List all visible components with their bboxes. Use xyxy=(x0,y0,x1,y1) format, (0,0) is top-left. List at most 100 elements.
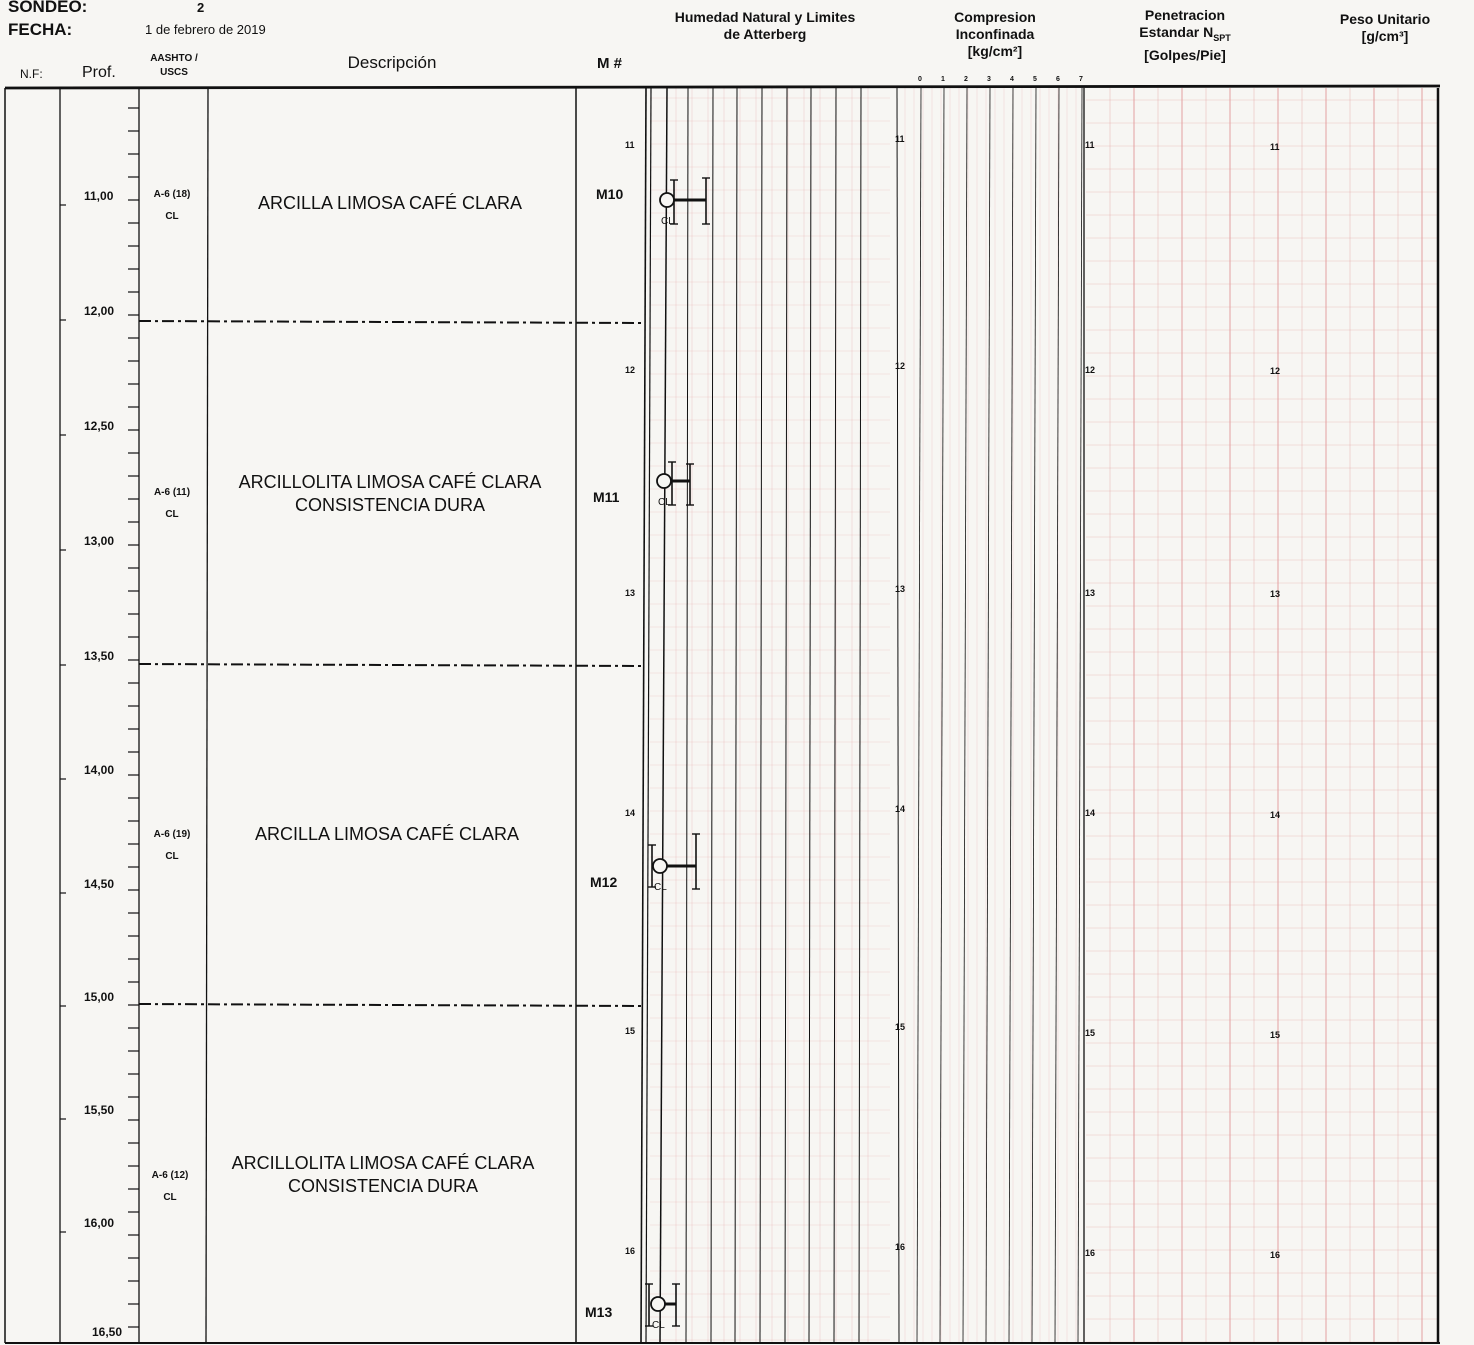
stratum-boundary xyxy=(138,663,643,667)
aashto-class: A-6 (19) xyxy=(153,829,191,840)
graph-depth-tick: 12 xyxy=(625,365,636,375)
depth-label: 16,50 xyxy=(92,1325,123,1339)
stratum-boundary xyxy=(138,1003,643,1007)
column-divider xyxy=(640,87,647,1344)
humedad-header-line1: Humedad Natural y Limites xyxy=(674,9,856,25)
compresion-scale-label: 6 xyxy=(1056,76,1060,83)
compresion-header-line2: Inconfinada xyxy=(955,26,1035,42)
sondeo-label: SONDEO: xyxy=(8,0,88,16)
sondeo-value: 2 xyxy=(197,0,205,15)
fecha-value: 1 de febrero de 2019 xyxy=(145,22,266,37)
graph-depth-tick: 16 xyxy=(895,1242,906,1252)
compresion-header-line1: Compresion xyxy=(954,9,1036,25)
depth-label: 16,00 xyxy=(84,1216,115,1230)
compresion-scale-label: 4 xyxy=(1010,76,1014,83)
graph-depth-tick: 11 xyxy=(625,140,635,150)
description-line: ARCILLA LIMOSA CAFÉ CLARA xyxy=(257,193,523,213)
aashto-class: A-6 (11) xyxy=(153,487,191,498)
compresion-scale-line xyxy=(985,87,991,1344)
graph-depth-tick: 13 xyxy=(1085,588,1096,598)
graph-depth-tick: 14 xyxy=(1085,808,1096,818)
moisture-point xyxy=(652,858,668,874)
uscs-class: CL xyxy=(163,1192,177,1203)
humedad-header-line2: de Atterberg xyxy=(723,26,807,42)
stratum-description: ARCILLOLITA LIMOSA CAFÉ CLARA CONSISTENC… xyxy=(203,1152,563,1198)
atterberg-class-label: CL xyxy=(658,497,671,508)
graph-depth-tick: 16 xyxy=(625,1246,636,1256)
humedad-scale-line xyxy=(784,87,788,1344)
graph-depth-tick: 14 xyxy=(895,804,906,814)
moisture-point xyxy=(659,192,675,208)
compresion-header-line3: [kg/cm²] xyxy=(967,43,1023,59)
sample-id: M13 xyxy=(585,1304,613,1320)
description-line: CONSISTENCIA DURA xyxy=(287,1176,479,1196)
graph-depth-tick: 13 xyxy=(1270,589,1281,599)
description-line: ARCILLA LIMOSA CAFÉ CLARA xyxy=(254,824,520,844)
description-line: CONSISTENCIA DURA xyxy=(294,495,486,515)
penetracion-header-n: Estandar N xyxy=(1139,24,1214,40)
compresion-scale-label: 5 xyxy=(1033,76,1037,83)
humedad-scale-line xyxy=(833,87,837,1344)
stratum-classification: A-6 (19) CL xyxy=(142,824,202,868)
log-top-border xyxy=(4,84,1441,90)
humedad-header: Humedad Natural y Limites de Atterberg xyxy=(645,9,885,43)
graph-depth-tick: 14 xyxy=(625,808,636,818)
depth-label: 12,50 xyxy=(84,419,115,433)
humedad-scale-line xyxy=(734,87,738,1344)
compresion-scale-label: 3 xyxy=(987,76,991,83)
atterberg-class-label: CL xyxy=(652,1320,665,1331)
depth-label: 13,50 xyxy=(84,649,115,663)
compresion-scale-line xyxy=(1008,87,1014,1344)
aashto-uscs-header: AASHTO / USCS xyxy=(142,52,206,80)
sample-id: M12 xyxy=(590,874,618,890)
peso-header-line2: [g/cm³] xyxy=(1361,28,1409,44)
stratum-classification: A-6 (11) CL xyxy=(142,482,202,526)
compresion-scale-line xyxy=(1031,87,1037,1344)
column-divider xyxy=(896,87,900,1344)
aashto-class: A-6 (18) xyxy=(153,189,191,200)
graph-depth-tick: 11 xyxy=(1085,140,1095,150)
graph-depth-tick: 16 xyxy=(1270,1250,1281,1260)
depth-label: 14,00 xyxy=(84,763,115,777)
graph-depth-tick: 12 xyxy=(1270,366,1281,376)
depth-label: 12,00 xyxy=(84,304,115,318)
penetracion-header: Penetracion Estandar NSPT [Golpes/Pie] xyxy=(1105,7,1265,64)
graph-depth-tick: 14 xyxy=(1270,810,1281,820)
compresion-header: Compresion Inconfinada [kg/cm²] xyxy=(925,9,1065,60)
depth-label: 13,00 xyxy=(84,534,115,548)
aashto-header-line1: AASHTO / xyxy=(150,53,198,64)
sample-id: M10 xyxy=(596,186,624,202)
graph-depth-tick: 15 xyxy=(895,1022,906,1032)
aashto-header-line2: USCS xyxy=(160,67,188,78)
graph-depth-tick: 11 xyxy=(895,134,905,144)
humedad-scale-line xyxy=(808,87,812,1344)
penetracion-header-line3: [Golpes/Pie] xyxy=(1144,46,1226,63)
descripcion-header: Descripción xyxy=(347,53,437,72)
compresion-scale-line xyxy=(962,87,968,1344)
stratum-boundary xyxy=(138,320,643,324)
moisture-point xyxy=(656,473,672,489)
humedad-reference-line xyxy=(659,87,668,1344)
uscs-class: CL xyxy=(165,509,179,520)
aashto-class: A-6 (12) xyxy=(151,1170,189,1181)
compresion-scale-line xyxy=(1077,87,1083,1344)
description-line: ARCILLOLITA LIMOSA CAFÉ CLARA xyxy=(238,472,542,492)
graph-depth-tick: 12 xyxy=(895,361,906,371)
stratum-classification: A-6 (12) CL xyxy=(140,1165,200,1209)
uscs-class: CL xyxy=(165,851,179,862)
humedad-scale-line xyxy=(685,87,689,1344)
stratum-description: ARCILLOLITA LIMOSA CAFÉ CLARA CONSISTENC… xyxy=(210,471,570,517)
prof-header: Prof. xyxy=(82,64,116,81)
depth-label: 14,50 xyxy=(84,877,115,891)
humedad-scale-line xyxy=(858,87,862,1344)
moisture-point xyxy=(650,1296,666,1312)
penetracion-header-line2: Estandar NSPT xyxy=(1105,24,1265,47)
graph-depth-tick: 16 xyxy=(1085,1248,1096,1258)
compresion-scale-line xyxy=(1054,87,1060,1344)
sample-id: M11 xyxy=(593,489,620,505)
graph-depth-tick: 13 xyxy=(625,588,636,598)
graph-depth-tick: 15 xyxy=(1270,1030,1281,1040)
humedad-scale-line xyxy=(710,87,714,1344)
graph-depth-tick: 15 xyxy=(625,1026,636,1036)
graph-depth-tick: 13 xyxy=(895,584,906,594)
